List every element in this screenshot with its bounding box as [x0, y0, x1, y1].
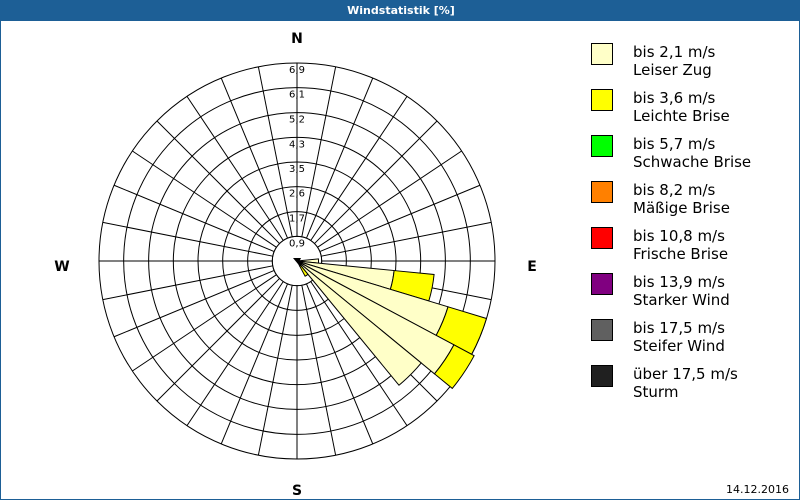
radial-tick-label: 0,9 [289, 238, 305, 249]
legend-swatch [591, 181, 613, 203]
date-label: 14.12.2016 [726, 483, 789, 496]
calm-marker [293, 258, 301, 264]
legend-label: über 17,5 m/s Sturm [633, 365, 738, 401]
grid-spoke [102, 221, 273, 257]
grid-spoke [113, 184, 275, 253]
grid-spoke [132, 274, 277, 372]
grid-spoke [156, 120, 280, 244]
legend-label: bis 13,9 m/s Starker Wind [633, 273, 730, 309]
grid-spoke [305, 283, 374, 445]
wind-sector-segment [433, 344, 475, 390]
grid-spoke [113, 269, 275, 338]
radial-tick-label: 4,3 [289, 139, 305, 150]
grid-spoke [314, 120, 438, 244]
radial-tick-label: 2,6 [289, 189, 305, 200]
radial-tick-label: 5,2 [289, 115, 305, 126]
wind-sector-segment [299, 264, 309, 277]
radial-tick-label: 6,1 [289, 90, 305, 101]
grid-spoke [305, 77, 374, 239]
legend-swatch [591, 273, 613, 295]
compass-east: E [527, 259, 537, 275]
grid-spoke [301, 66, 337, 237]
grid-spoke [310, 281, 408, 426]
compass-south: S [292, 483, 302, 499]
window-title: Windstatistik [%] [1, 1, 800, 21]
grid-spoke [220, 283, 289, 445]
grid-spoke [186, 96, 284, 241]
legend-label: bis 10,8 m/s Frische Brise [633, 227, 729, 263]
radial-tick-label: 6,9 [289, 65, 305, 76]
radial-tick-label: 3,5 [289, 164, 305, 175]
legend-swatch [591, 89, 613, 111]
legend-label: bis 2,1 m/s Leiser Zug [633, 43, 716, 79]
legend-swatch [591, 135, 613, 157]
grid-spoke [156, 278, 280, 402]
grid-spoke [102, 265, 273, 301]
grid-spoke [301, 285, 337, 456]
radial-tick-label: 1,7 [289, 214, 305, 225]
grid-spoke [132, 150, 277, 248]
grid-spoke [319, 184, 481, 253]
legend-swatch [591, 365, 613, 387]
legend-label: bis 3,6 m/s Leichte Brise [633, 89, 730, 125]
wind-rose-chart: 0,9 1,7 2,6 3,5 4,3 5,2 6,1 6,9 N S E W [54, 31, 537, 499]
grid-ring [271, 235, 323, 287]
legend-label: bis 5,7 m/s Schwache Brise [633, 135, 752, 171]
grid-spoke [321, 221, 492, 257]
grid-spoke [220, 77, 289, 239]
legend-label: bis 17,5 m/s Steifer Wind [633, 319, 725, 355]
grid-spoke [310, 96, 408, 241]
compass-north: N [291, 31, 303, 47]
grid-spoke [317, 150, 462, 248]
legend-swatch [591, 319, 613, 341]
grid-spoke [257, 285, 293, 456]
legend-label: bis 8,2 m/s Mäßige Brise [633, 181, 730, 217]
legend-swatch [591, 227, 613, 249]
grid-spoke [257, 66, 293, 237]
compass-west: W [54, 259, 69, 275]
wind-sector-segment [296, 260, 422, 386]
grid-spoke [186, 281, 284, 426]
legend-swatch [591, 43, 613, 65]
